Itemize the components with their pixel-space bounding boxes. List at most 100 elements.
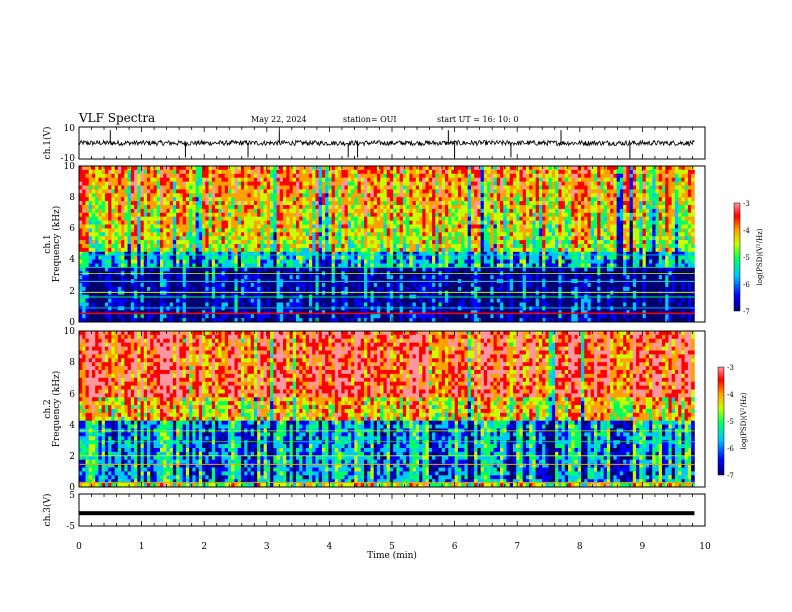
- spectrogram-cell: [147, 185, 151, 190]
- spectrogram-cell: [104, 185, 109, 190]
- spectrogram-cell: [318, 169, 323, 175]
- spectrogram-cell: [535, 251, 540, 257]
- spectrogram-cell: [616, 173, 621, 179]
- spectrogram-cell: [545, 244, 550, 249]
- spectrogram-cell: [176, 247, 180, 253]
- spectrogram-cell: [273, 236, 277, 241]
- spectrogram-cell: [538, 197, 543, 202]
- spectrogram-cell: [383, 240, 388, 245]
- spectrogram-cell: [451, 244, 456, 249]
- spectrogram-cell: [454, 169, 459, 175]
- spectrogram-cell: [231, 181, 235, 186]
- spectrogram-cell: [124, 177, 128, 182]
- spectrogram-cell: [571, 236, 575, 241]
- spectrogram-cell: [273, 177, 277, 182]
- spectrogram-cell: [315, 201, 320, 206]
- spectrogram-cell: [208, 197, 213, 202]
- spectrogram-cell: [623, 220, 627, 225]
- spectrogram-cell: [551, 247, 556, 253]
- spectrogram-cell: [338, 169, 342, 175]
- spectrogram-cell: [108, 240, 112, 245]
- spectrogram-cell: [438, 208, 443, 214]
- spectrogram-cell: [613, 240, 618, 245]
- spectrogram-cell: [597, 232, 601, 237]
- spectrogram-cell: [360, 181, 365, 186]
- spectrogram-cell: [195, 263, 200, 268]
- spectrogram-cell: [584, 228, 588, 233]
- spectrogram-cell: [325, 255, 329, 260]
- spectrogram-cell: [558, 181, 562, 186]
- spectrogram-cell: [538, 228, 543, 233]
- spectrogram-cell: [509, 166, 514, 171]
- spectrogram-cell: [163, 251, 167, 257]
- spectrogram-cell: [506, 197, 511, 202]
- spectrogram-cell: [130, 166, 135, 171]
- spectrogram-cell: [189, 197, 193, 202]
- spectrogram-cell: [652, 216, 656, 221]
- spectrogram-cell: [432, 236, 436, 241]
- spectrogram-cell: [642, 197, 647, 202]
- spectrogram-cell: [134, 189, 138, 194]
- spectrogram-cell: [218, 247, 222, 253]
- spectrogram-cell: [169, 232, 174, 237]
- spectrogram-cell: [496, 189, 501, 194]
- spectrogram-cell: [137, 251, 141, 257]
- spectrogram-cell: [130, 201, 135, 206]
- spectrogram-cell: [224, 240, 229, 245]
- spectrogram-cell: [409, 220, 413, 225]
- spectrogram-cell: [568, 228, 572, 233]
- spectrogram-cell: [600, 228, 605, 233]
- spectrogram-cell: [166, 197, 171, 202]
- spectrogram-cell: [396, 201, 401, 206]
- spectrogram-cell: [409, 247, 413, 253]
- spectrogram-cell: [477, 236, 481, 241]
- spectrogram-cell: [593, 251, 598, 257]
- spectrogram-cell: [593, 232, 598, 237]
- spectrogram-cell: [428, 166, 433, 171]
- spectrogram-cell: [389, 197, 394, 202]
- spectrogram-cell: [687, 185, 692, 190]
- spectrogram-cell: [577, 251, 582, 257]
- spectrogram-cell: [409, 173, 413, 179]
- spectrogram-cell: [409, 232, 413, 237]
- spectrogram-cell: [636, 247, 640, 253]
- spectrogram-cell: [613, 228, 618, 233]
- spectrogram-cell: [357, 240, 362, 245]
- spectrogram-cell: [221, 208, 226, 214]
- spectrogram-cell: [483, 244, 488, 249]
- spectrogram-cell: [104, 201, 109, 206]
- spectrogram-cell: [389, 201, 394, 206]
- spectrogram-cell: [454, 185, 459, 190]
- spectrogram-cell: [221, 259, 226, 264]
- spectrogram-cell: [331, 251, 336, 257]
- spectrogram-cell: [302, 197, 307, 202]
- spectrogram-cell: [334, 216, 339, 221]
- spectrogram-cell: [357, 247, 362, 253]
- spectrogram-cell: [419, 247, 423, 253]
- spectrogram-cell: [376, 255, 381, 260]
- spectrogram-cell: [367, 208, 371, 214]
- spectrogram-cell: [503, 173, 507, 179]
- spectrogram-cell: [147, 228, 151, 233]
- spectrogram-cell: [649, 197, 653, 202]
- spectrogram-cell: [535, 205, 540, 210]
- spectrogram-cell: [143, 263, 148, 268]
- spectrogram-cell: [198, 189, 203, 194]
- spectrogram-cell: [334, 177, 339, 182]
- spectrogram-cell: [636, 189, 640, 194]
- spectrogram-cell: [224, 205, 229, 210]
- spectrogram-cell: [182, 189, 187, 194]
- spectrogram-cell: [137, 177, 141, 182]
- spectrogram-cell: [568, 259, 572, 264]
- spectrogram-cell: [202, 177, 206, 182]
- spectrogram-cell: [658, 220, 663, 225]
- spectrogram-cell: [571, 169, 575, 175]
- spectrogram-cell: [632, 220, 637, 225]
- spectrogram-cell: [244, 201, 248, 206]
- spectrogram-cell: [642, 240, 647, 245]
- spectrogram-cell: [124, 244, 128, 249]
- spectrogram-cell: [412, 193, 417, 198]
- spectrogram-cell: [134, 244, 138, 249]
- spectrogram-cell: [483, 177, 488, 182]
- spectrogram-cell: [244, 216, 248, 221]
